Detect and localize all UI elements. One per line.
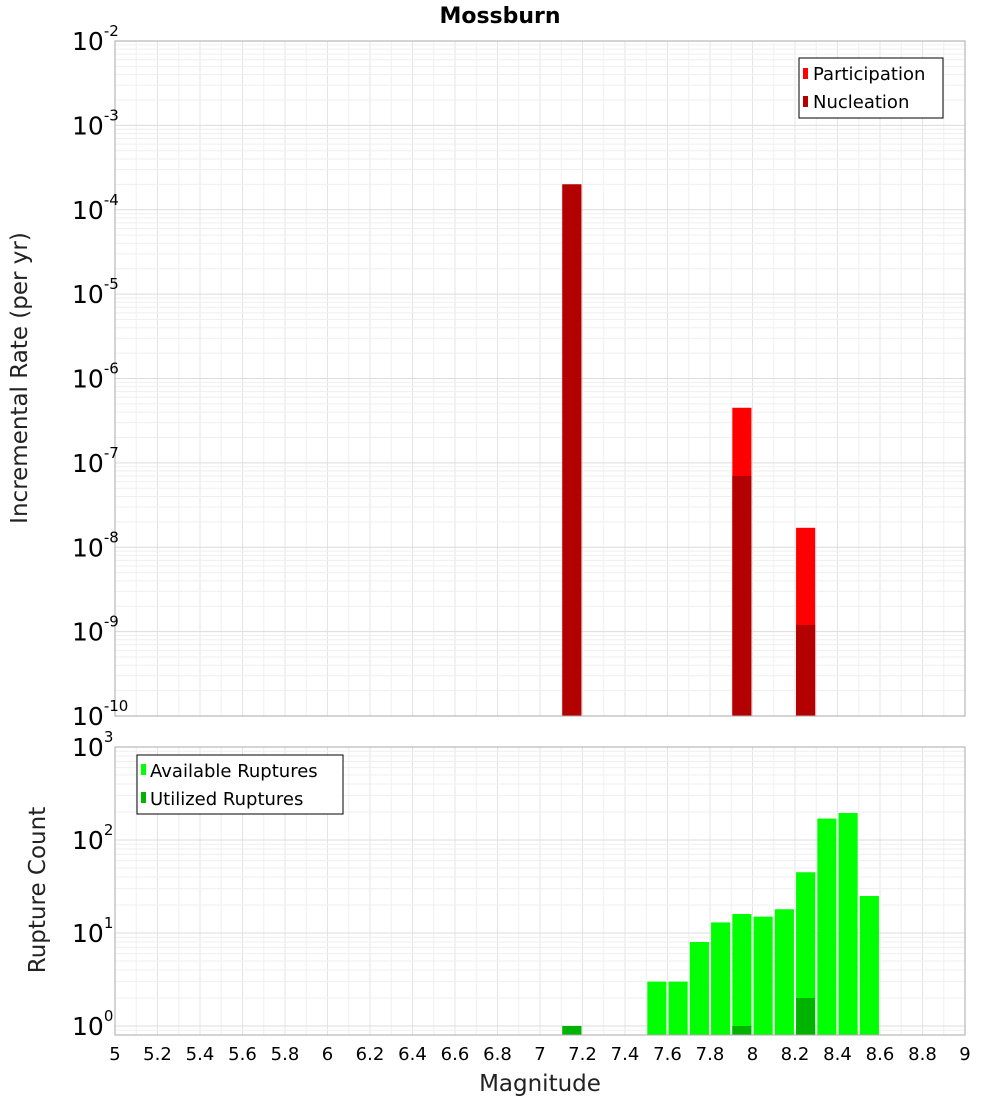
bar-available-ruptures — [647, 981, 667, 1035]
y-tick-label: 102 — [72, 821, 113, 855]
y-tick-label: 10-7 — [72, 444, 119, 478]
nucleation-legend-swatch — [803, 96, 808, 107]
count-y-axis-label: Rupture Count — [25, 807, 51, 973]
bar-available-ruptures — [711, 922, 731, 1035]
x-tick-label: 5.4 — [186, 1044, 215, 1065]
x-tick-label: 6.2 — [356, 1044, 385, 1065]
x-tick-label: 7.8 — [696, 1044, 725, 1065]
x-tick-label: 6 — [322, 1044, 333, 1065]
x-tick-label: 8.6 — [866, 1044, 895, 1065]
y-tick-exponent: -7 — [104, 444, 119, 462]
rate-plot-frame — [114, 40, 966, 717]
y-tick-label: 10-2 — [72, 22, 119, 56]
rate-bars — [562, 184, 816, 717]
y-tick-exponent: -8 — [104, 528, 119, 546]
rate-grid — [114, 40, 966, 717]
bar-utilized-ruptures — [732, 1025, 752, 1035]
y-tick-exponent: 2 — [104, 821, 114, 839]
bar-utilized-ruptures — [796, 997, 816, 1035]
y-tick-exponent: -4 — [104, 191, 119, 209]
rate-legend: Participation Nucleation — [798, 57, 944, 119]
x-tick-label: 6.8 — [483, 1044, 512, 1065]
count-bars — [562, 813, 879, 1035]
y-tick-exponent: -6 — [104, 360, 119, 378]
y-tick-exponent: 1 — [104, 914, 114, 932]
bar-available-ruptures — [753, 916, 773, 1035]
y-tick-label: 103 — [72, 728, 113, 762]
x-tick-label: 8.2 — [781, 1044, 810, 1065]
bar-nucleation — [796, 624, 816, 716]
available-legend-swatch — [141, 764, 146, 775]
x-tick-label: 6.4 — [398, 1044, 427, 1065]
bar-available-ruptures — [817, 818, 837, 1035]
bar-utilized-ruptures — [562, 1025, 582, 1035]
bar-available-ruptures — [859, 895, 879, 1035]
rate-y-axis-label: Incremental Rate (per yr) — [7, 232, 33, 524]
x-tick-label: 5.8 — [271, 1044, 300, 1065]
y-tick-exponent: 3 — [104, 728, 114, 746]
count-legend-box — [136, 754, 344, 815]
bar-available-ruptures — [732, 914, 752, 1035]
bar-available-ruptures — [689, 942, 709, 1035]
available-legend-label: Available Ruptures — [150, 761, 318, 782]
rate-y-tick-labels: 10-10 10-9 10-8 10-7 10-6 10-5 10-4 10-3 10-2 — [72, 22, 128, 731]
magnitude-tick-labels: 5 5.2 5.4 5.6 5.8 6 6.2 6.4 6.6 6.8 7 7.2 7.4 7.6 7.8 8… — [109, 1044, 970, 1065]
x-tick-label: 5.2 — [143, 1044, 172, 1065]
y-tick-label: 10-3 — [72, 106, 119, 140]
rate-legend-box — [798, 57, 944, 119]
x-tick-label: 9 — [959, 1044, 970, 1065]
x-axis-label: Magnitude — [479, 1071, 601, 1097]
rate-panel: 10-10 10-9 10-8 10-7 10-6 10-5 10-4 10-3 10-2 In… — [7, 22, 966, 731]
chart-title: Mossburn — [439, 4, 560, 29]
x-tick-label: 5 — [109, 1044, 120, 1065]
y-tick-label: 10-9 — [72, 613, 119, 647]
bar-nucleation — [562, 184, 582, 717]
y-tick-exponent: -3 — [104, 106, 119, 124]
bar-available-ruptures — [774, 909, 794, 1035]
nucleation-legend-label: Nucleation — [813, 92, 909, 113]
y-tick-label: 10-8 — [72, 528, 119, 562]
bar-nucleation — [732, 475, 752, 716]
x-tick-label: 7.2 — [568, 1044, 597, 1065]
x-tick-label: 5.6 — [228, 1044, 257, 1065]
x-tick-label: 6.6 — [441, 1044, 470, 1065]
y-tick-label: 10-10 — [72, 697, 128, 731]
y-tick-exponent: -9 — [104, 613, 119, 631]
utilized-legend-swatch — [141, 792, 146, 803]
count-plot-frame — [114, 746, 966, 1036]
x-tick-label: 8.4 — [823, 1044, 852, 1065]
bar-available-ruptures — [668, 981, 688, 1035]
x-tick-label: 7.6 — [653, 1044, 682, 1065]
utilized-legend-label: Utilized Ruptures — [150, 789, 303, 810]
bar-available-ruptures — [838, 813, 858, 1035]
x-tick-label: 7.4 — [611, 1044, 640, 1065]
y-tick-label: 100 — [72, 1007, 113, 1041]
x-tick-label: 7 — [534, 1044, 545, 1065]
x-tick-label: 8 — [747, 1044, 758, 1065]
y-tick-exponent: -5 — [104, 275, 119, 293]
y-tick-exponent: -10 — [104, 697, 129, 715]
bar-available-ruptures — [796, 872, 816, 1035]
y-tick-exponent: -2 — [104, 22, 119, 40]
y-tick-exponent: 0 — [104, 1007, 114, 1025]
x-tick-label: 8.8 — [908, 1044, 937, 1065]
count-legend: Available Ruptures Utilized Ruptures — [136, 754, 344, 815]
participation-legend-swatch — [803, 68, 808, 79]
y-tick-label: 10-4 — [72, 191, 119, 225]
y-tick-label: 10-6 — [72, 360, 119, 394]
participation-legend-label: Participation — [813, 64, 925, 85]
y-tick-label: 10-5 — [72, 275, 119, 309]
y-tick-label: 101 — [72, 914, 113, 948]
